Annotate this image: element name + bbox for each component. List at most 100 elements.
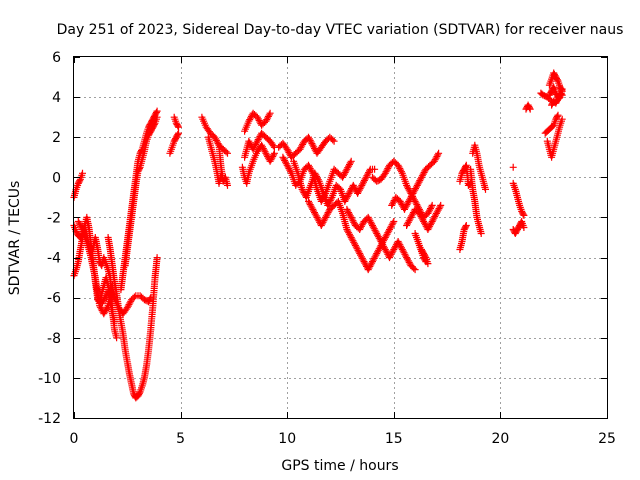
data-point-t22 xyxy=(404,185,412,193)
data-point-t24 xyxy=(416,211,424,219)
data-point-t4 xyxy=(75,219,83,227)
data-point-t29 xyxy=(477,230,485,237)
data-point-t5 xyxy=(100,295,108,303)
data-point-t17 xyxy=(296,145,304,153)
data-point-t23 xyxy=(435,149,443,157)
x-tick-label: 20 xyxy=(491,431,509,447)
data-point-t21 xyxy=(367,218,375,226)
data-point-t22 xyxy=(413,201,421,209)
data-point-t24 xyxy=(417,213,425,221)
data-point-t21 xyxy=(378,239,386,247)
data-point-t14 xyxy=(254,115,262,123)
data-point-t21 xyxy=(347,213,355,221)
data-point-t6 xyxy=(153,254,161,262)
data-point-t16 xyxy=(270,149,278,157)
data-point-t16 xyxy=(263,151,271,159)
data-point-t19 xyxy=(366,167,373,175)
data-point-t20 xyxy=(375,245,383,253)
data-point-t23 xyxy=(406,196,414,204)
data-point-t8 xyxy=(153,113,161,121)
data-point-t20 xyxy=(382,232,390,240)
data-point-t23 xyxy=(433,153,441,160)
data-point-t21 xyxy=(398,244,405,252)
plot-frame xyxy=(73,56,608,419)
data-point-t18 xyxy=(346,161,353,168)
data-point-t24 xyxy=(425,224,433,232)
data-point-t18 xyxy=(280,155,288,163)
y-tick-label: 2 xyxy=(52,130,61,146)
data-point-t18 xyxy=(342,167,350,175)
data-point-t20 xyxy=(319,218,327,226)
data-point-t18 xyxy=(283,161,291,169)
data-point-t18 xyxy=(305,163,313,171)
data-point-t4 xyxy=(76,221,84,229)
data-point-t24 xyxy=(431,213,439,221)
data-point-t16 xyxy=(259,143,266,151)
data-point-t23 xyxy=(403,201,411,209)
data-point-t24 xyxy=(406,215,414,223)
data-point-t20 xyxy=(308,204,316,212)
data-point-t18 xyxy=(340,172,347,180)
data-point-t17 xyxy=(305,133,312,141)
data-point-t20 xyxy=(374,248,382,256)
data-point-t19 xyxy=(354,189,362,197)
data-point-t17 xyxy=(283,145,291,153)
data-point-t23 xyxy=(401,204,409,212)
data-point-t23 xyxy=(420,169,428,176)
data-point-t34 xyxy=(526,104,533,112)
data-point-t20 xyxy=(361,259,369,267)
data-point-t24 xyxy=(418,214,426,222)
data-point-t19 xyxy=(298,185,306,193)
data-point-t20 xyxy=(371,253,379,261)
data-point-t15 xyxy=(251,142,259,150)
data-point-t21 xyxy=(404,257,412,265)
data-point-t4 xyxy=(78,224,86,232)
data-point-t20 xyxy=(367,261,375,269)
data-point-t17 xyxy=(305,135,313,143)
data-point-t21 xyxy=(390,246,398,253)
data-point-t13 xyxy=(224,181,231,189)
data-point-t18 xyxy=(343,165,351,173)
y-tick-labels: -12 -10 -8 -6 -4 -2 0 2 4 6 xyxy=(38,50,61,427)
data-point-t21 xyxy=(396,241,404,249)
data-point-t33 xyxy=(520,224,528,231)
x-tick-label: 25 xyxy=(598,431,616,447)
data-point-t24 xyxy=(435,205,443,213)
data-point-t21 xyxy=(377,238,385,245)
data-point-t19 xyxy=(346,188,354,196)
data-point-t20 xyxy=(365,264,373,272)
data-point-t20 xyxy=(321,215,329,223)
data-point-t17 xyxy=(308,140,316,148)
data-point-t8 xyxy=(150,121,158,128)
data-point-t20 xyxy=(350,238,358,246)
data-point-t23 xyxy=(414,180,422,188)
data-point-t9 xyxy=(174,131,182,138)
data-point-t21 xyxy=(395,239,403,247)
data-point-t20 xyxy=(364,266,372,274)
data-point-t22 xyxy=(384,165,392,172)
data-point-t19 xyxy=(342,196,350,204)
data-point-t19 xyxy=(362,173,370,181)
data-point-t21 xyxy=(403,254,411,262)
data-point-t20 xyxy=(385,227,393,235)
data-point-t19 xyxy=(325,200,333,208)
data-point-t21 xyxy=(402,252,410,260)
data-point-t19 xyxy=(341,197,349,205)
data-point-t20 xyxy=(351,240,359,248)
data-point-t18 xyxy=(306,165,314,172)
data-point-t21 xyxy=(369,222,376,229)
data-point-t5 xyxy=(99,297,107,304)
data-point-t20 xyxy=(353,245,361,253)
data-point-t21 xyxy=(349,217,357,225)
data-point-t22 xyxy=(427,203,435,211)
data-point-t20 xyxy=(355,248,363,256)
data-point-t5 xyxy=(125,301,133,308)
data-point-t18 xyxy=(281,157,289,164)
data-point-t20 xyxy=(352,243,360,251)
data-point-t20 xyxy=(309,205,317,213)
data-point-t16 xyxy=(260,146,268,154)
data-point-t20 xyxy=(369,258,376,266)
data-point-t19 xyxy=(364,170,372,178)
data-point-t4 xyxy=(103,303,111,311)
data-point-t20 xyxy=(306,201,314,209)
